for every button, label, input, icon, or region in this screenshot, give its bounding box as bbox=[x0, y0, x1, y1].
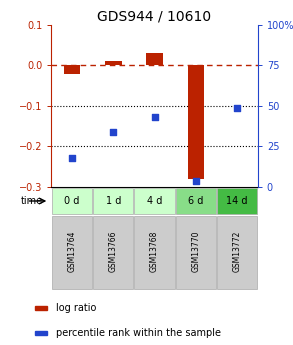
Text: time: time bbox=[20, 196, 42, 206]
Bar bbox=[134, 188, 175, 215]
Bar bbox=[52, 216, 92, 289]
Bar bbox=[93, 216, 134, 289]
Bar bbox=[64, 66, 80, 73]
Text: GSM13764: GSM13764 bbox=[67, 230, 76, 272]
Text: GSM13766: GSM13766 bbox=[109, 230, 118, 272]
Bar bbox=[176, 216, 216, 289]
Point bbox=[70, 155, 74, 161]
Point bbox=[235, 105, 240, 110]
Bar bbox=[134, 216, 175, 289]
Bar bbox=[52, 188, 92, 215]
Bar bbox=[146, 53, 163, 66]
Text: GSM13772: GSM13772 bbox=[233, 230, 242, 272]
Bar bbox=[217, 188, 258, 215]
Bar bbox=[35, 306, 47, 309]
Point bbox=[194, 178, 198, 183]
Text: 0 d: 0 d bbox=[64, 196, 80, 206]
Text: 14 d: 14 d bbox=[226, 196, 248, 206]
Text: 1 d: 1 d bbox=[105, 196, 121, 206]
Text: percentile rank within the sample: percentile rank within the sample bbox=[56, 328, 221, 338]
Bar bbox=[93, 188, 134, 215]
Bar bbox=[217, 216, 258, 289]
Text: 4 d: 4 d bbox=[147, 196, 162, 206]
Point bbox=[152, 115, 157, 120]
Text: GSM13768: GSM13768 bbox=[150, 230, 159, 272]
Bar bbox=[188, 66, 204, 179]
Text: GSM13770: GSM13770 bbox=[191, 230, 200, 272]
Bar bbox=[35, 331, 47, 335]
Text: log ratio: log ratio bbox=[56, 303, 97, 313]
Title: GDS944 / 10610: GDS944 / 10610 bbox=[98, 10, 212, 24]
Bar bbox=[105, 61, 122, 66]
Bar bbox=[176, 188, 216, 215]
Text: 6 d: 6 d bbox=[188, 196, 204, 206]
Point bbox=[111, 129, 116, 135]
